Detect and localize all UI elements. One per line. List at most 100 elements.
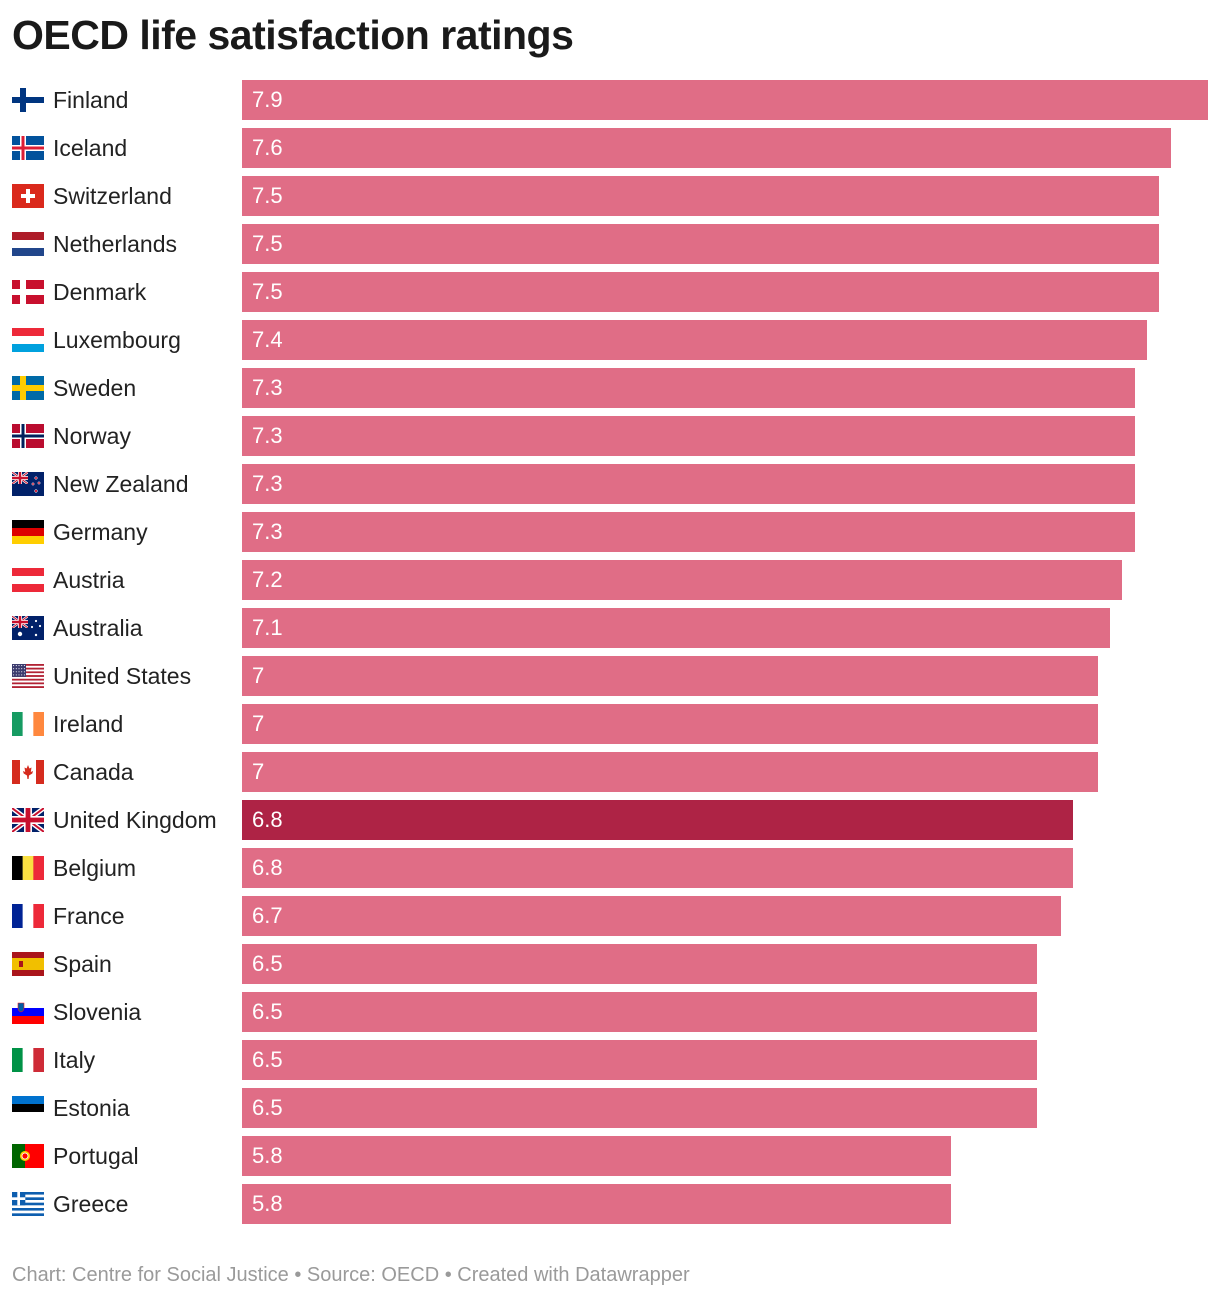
- category-label: United States: [53, 663, 192, 689]
- bar: [242, 560, 1122, 600]
- switzerland-flag-icon: [12, 184, 44, 208]
- bar: [242, 224, 1159, 264]
- category-label: Ireland: [53, 711, 124, 737]
- category-label: Greece: [53, 1191, 129, 1217]
- bar: [242, 656, 1098, 696]
- category-label: Sweden: [53, 375, 137, 401]
- category-label: Switzerland: [53, 183, 172, 209]
- bar-value-label: 7.9: [252, 87, 283, 112]
- germany-flag-icon: [12, 520, 44, 544]
- bar-row: Ireland 7: [0, 704, 1220, 744]
- bar-row: Norway 7.3: [0, 416, 1220, 456]
- canada-flag-icon: [12, 760, 44, 784]
- bar-row: Portugal 5.8: [0, 1136, 1220, 1176]
- bar-value-label: 7.6: [252, 135, 283, 160]
- bar-row: Austria 7.2: [0, 560, 1220, 600]
- bar-row: Canada 7: [0, 752, 1220, 792]
- bar: [242, 368, 1135, 408]
- bar-value-label: 7: [252, 759, 265, 784]
- bar: [242, 896, 1061, 936]
- category-label: Estonia: [53, 1095, 130, 1121]
- italy-flag-icon: [12, 1048, 44, 1072]
- bar: [242, 272, 1159, 312]
- bar-value-label: 6.5: [252, 999, 283, 1024]
- bar-value-label: 5.8: [252, 1191, 283, 1216]
- bar-value-label: 7.5: [252, 183, 283, 208]
- bar-value-label: 7.5: [252, 279, 283, 304]
- united-states-flag-icon: [12, 664, 44, 688]
- bar-value-label: 6.5: [252, 1095, 283, 1120]
- bar-row: Luxembourg 7.4: [0, 320, 1220, 360]
- bar-row: Netherlands 7.5: [0, 224, 1220, 264]
- category-label: Luxembourg: [53, 327, 181, 353]
- chart-footer: Chart: Centre for Social Justice • Sourc…: [12, 1264, 690, 1286]
- bar-row: France 6.7: [0, 896, 1220, 936]
- bar-row: Slovenia 6.5: [0, 992, 1220, 1032]
- bar-row: Australia 7.1: [0, 608, 1220, 648]
- bar-row: Germany 7.3: [0, 512, 1220, 552]
- bar-value-label: 6.8: [252, 855, 283, 880]
- netherlands-flag-icon: [12, 232, 44, 256]
- category-label: Italy: [53, 1047, 96, 1073]
- ireland-flag-icon: [12, 712, 44, 736]
- category-label: Portugal: [53, 1143, 139, 1169]
- bar: [242, 80, 1208, 120]
- category-label: Germany: [53, 519, 148, 545]
- bar: [242, 176, 1159, 216]
- denmark-flag-icon: [12, 280, 44, 304]
- bar-row: Belgium 6.8: [0, 848, 1220, 888]
- new-zealand-flag-icon: [12, 472, 44, 496]
- australia-flag-icon: [12, 616, 44, 640]
- bar: [242, 416, 1135, 456]
- bar: [242, 1088, 1037, 1128]
- bar-value-label: 7: [252, 711, 265, 736]
- category-label: France: [53, 903, 125, 929]
- estonia-flag-icon: [12, 1096, 44, 1120]
- bar-value-label: 5.8: [252, 1143, 283, 1168]
- belgium-flag-icon: [12, 856, 44, 880]
- bar-row: Denmark 7.5: [0, 272, 1220, 312]
- category-label: Austria: [53, 567, 125, 593]
- bar-value-label: 7: [252, 663, 265, 688]
- sweden-flag-icon: [12, 376, 44, 400]
- greece-flag-icon: [12, 1192, 44, 1216]
- category-label: Iceland: [53, 135, 128, 161]
- category-label: Netherlands: [53, 231, 178, 257]
- bar-row: Iceland 7.6: [0, 128, 1220, 168]
- bar-value-label: 6.8: [252, 807, 283, 832]
- bar: [242, 1040, 1037, 1080]
- bar-row: United States 7: [0, 656, 1220, 696]
- bar-row: Italy 6.5: [0, 1040, 1220, 1080]
- bar-value-label: 7.1: [252, 615, 283, 640]
- spain-flag-icon: [12, 952, 44, 976]
- bar-value-label: 7.3: [252, 375, 283, 400]
- austria-flag-icon: [12, 568, 44, 592]
- bar-row: New Zealand 7.3: [0, 464, 1220, 504]
- bar-row: Finland 7.9: [0, 80, 1220, 120]
- bar-value-label: 7.5: [252, 231, 283, 256]
- category-label: Finland: [53, 87, 129, 113]
- bar: [242, 944, 1037, 984]
- finland-flag-icon: [12, 88, 44, 112]
- bar-row: Switzerland 7.5: [0, 176, 1220, 216]
- category-label: Spain: [53, 951, 112, 977]
- bar: [242, 1136, 951, 1176]
- bar-value-label: 7.3: [252, 471, 283, 496]
- bar: [242, 128, 1171, 168]
- category-label: Norway: [53, 423, 131, 449]
- category-label: United Kingdom: [53, 807, 217, 833]
- bar: [242, 704, 1098, 744]
- bar-value-label: 7.2: [252, 567, 283, 592]
- category-label: Canada: [53, 759, 134, 785]
- bar: [242, 1184, 951, 1224]
- category-label: Denmark: [53, 279, 147, 305]
- bar-value-label: 7.3: [252, 423, 283, 448]
- luxembourg-flag-icon: [12, 328, 44, 352]
- bar: [242, 848, 1073, 888]
- iceland-flag-icon: [12, 136, 44, 160]
- bar-row: Estonia 6.5: [0, 1088, 1220, 1128]
- category-label: Australia: [53, 615, 143, 641]
- category-label: New Zealand: [53, 471, 189, 497]
- bar-row: Spain 6.5: [0, 944, 1220, 984]
- bar-row: Sweden 7.3: [0, 368, 1220, 408]
